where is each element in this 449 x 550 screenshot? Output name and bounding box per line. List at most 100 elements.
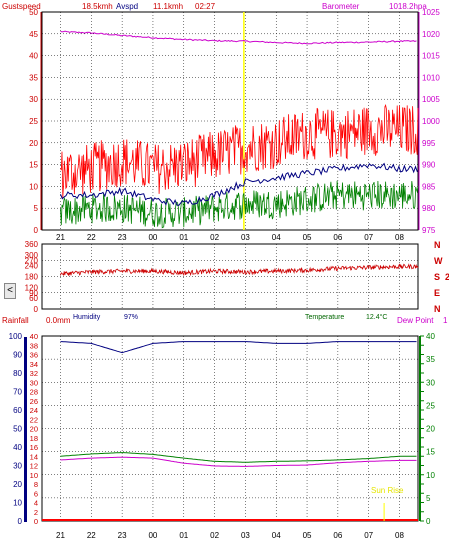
- temperature-value: 12.4°C: [366, 314, 388, 321]
- y-tick-left-temp: 8: [34, 480, 38, 489]
- dewpoint-label: Dew Point: [397, 316, 434, 325]
- wind-speed-chart: 0510152025303540455097598098599099510001…: [29, 8, 440, 242]
- y-tick-left: 50: [29, 8, 38, 17]
- x-tick-bottom: 00: [148, 531, 157, 540]
- y-tick-right-temp: 35: [426, 355, 435, 364]
- y-tick-right-temp: 30: [426, 378, 435, 387]
- y-tick-left-temp: 20: [30, 425, 38, 434]
- y-tick-right-temp: 40: [426, 332, 435, 341]
- x-tick-bottom: 03: [241, 531, 250, 540]
- y-tick-direction: 240: [25, 262, 39, 271]
- y-tick-humidity: 60: [13, 406, 22, 415]
- barometer-line: [60, 30, 417, 45]
- cardinal-n-bottom: N: [434, 304, 441, 314]
- x-tick: 07: [364, 233, 373, 242]
- temp-plot-frame: [41, 335, 419, 522]
- y-tick-left-temp: 6: [34, 489, 38, 498]
- cardinal-extra: 2: [445, 272, 449, 282]
- x-tick-bottom: 21: [56, 531, 65, 540]
- wind-min-line: [60, 180, 419, 229]
- y-tick-right-temp: 15: [426, 448, 435, 457]
- x-tick: 23: [118, 233, 127, 242]
- avg-label: Avspd: [116, 2, 139, 11]
- y-tick-left: 20: [29, 139, 38, 148]
- cardinal-s: S: [434, 272, 441, 282]
- y-tick-right-temp: 20: [426, 425, 435, 434]
- humidity-line: [60, 341, 417, 354]
- y-tick-humidity: 50: [13, 425, 22, 434]
- y-tick-right-temp: 10: [426, 471, 435, 480]
- y-tick-right: 1005: [422, 95, 440, 104]
- cardinal-w: W: [434, 256, 443, 266]
- cardinal-n-top: N: [434, 240, 441, 250]
- y-tick-right: 995: [422, 139, 436, 148]
- barometer-value: 1018.2hpa: [389, 2, 427, 11]
- y-tick-left: 30: [29, 95, 38, 104]
- sunrise-label: Sun Rise: [371, 486, 404, 495]
- time-value: 02:27: [195, 2, 216, 11]
- y-tick-direction: 120: [25, 283, 39, 292]
- x-tick-bottom: 01: [179, 531, 188, 540]
- y-tick-left-temp: 22: [30, 415, 38, 424]
- y-tick-direction: 300: [25, 251, 39, 260]
- x-tick-bottom: 08: [395, 531, 404, 540]
- x-tick: 02: [210, 233, 219, 242]
- gust-line: [60, 103, 419, 198]
- y-tick-right: 1010: [422, 73, 440, 82]
- y-tick-right: 980: [422, 204, 436, 213]
- y-tick-left-temp: 18: [30, 434, 38, 443]
- x-tick-bottom: 23: [118, 531, 127, 540]
- y-tick-left: 40: [29, 52, 38, 61]
- temp-humidity-chart: 0102030405060708090100024681012141618202…: [9, 332, 436, 540]
- y-tick-left-temp: 28: [30, 388, 38, 397]
- dewpoint-value: 1: [443, 316, 448, 325]
- y-tick-right-temp: 5: [426, 494, 431, 503]
- dewpoint-line: [60, 456, 417, 467]
- gust-value: 18.5kmh: [82, 2, 113, 11]
- y-tick-direction: 0: [34, 305, 39, 314]
- x-tick: 05: [303, 233, 312, 242]
- y-tick-left-temp: 38: [30, 341, 38, 350]
- y-tick-left: 15: [29, 161, 38, 170]
- y-tick-humidity: 70: [13, 388, 22, 397]
- x-tick-bottom: 02: [210, 531, 219, 540]
- y-tick-left-temp: 0: [34, 517, 38, 526]
- x-tick-bottom: 05: [303, 531, 312, 540]
- y-tick-left-temp: 24: [30, 406, 38, 415]
- temperature-label: Temperature: [305, 314, 345, 321]
- x-tick: 04: [272, 233, 281, 242]
- y-tick-right: 1000: [422, 117, 440, 126]
- y-tick-left-temp: 32: [30, 369, 38, 378]
- y-tick-left: 25: [29, 117, 38, 126]
- x-tick: 01: [179, 233, 188, 242]
- y-tick-humidity: 40: [13, 443, 22, 452]
- y-tick-left: 0: [34, 226, 39, 235]
- y-tick-left-temp: 16: [30, 443, 38, 452]
- y-tick-right: 1020: [422, 30, 440, 39]
- y-tick-right-temp: 25: [426, 401, 435, 410]
- y-tick-left-temp: 10: [30, 471, 38, 480]
- rainfall-value: 0.0mm: [46, 316, 71, 325]
- humidity-label: Humidity: [73, 314, 101, 321]
- x-tick-bottom: 06: [333, 531, 342, 540]
- y-tick-left-temp: 4: [34, 499, 38, 508]
- scroll-left-button[interactable]: <: [4, 283, 16, 299]
- y-tick-left-temp: 36: [30, 351, 38, 360]
- y-tick-humidity: 90: [13, 351, 22, 360]
- x-tick: 06: [333, 233, 342, 242]
- y-tick-left: 35: [29, 73, 38, 82]
- gust-label: Gustspeed: [2, 2, 41, 11]
- y-tick-humidity: 30: [13, 462, 22, 471]
- y-tick-left-temp: 2: [34, 508, 38, 517]
- y-tick-direction: 60: [29, 294, 38, 303]
- y-tick-humidity: 10: [13, 499, 22, 508]
- y-tick-left: 10: [29, 182, 38, 191]
- y-tick-left-temp: 14: [30, 452, 38, 461]
- avg-value: 11.1kmh: [153, 2, 184, 11]
- y-tick-direction: 270: [25, 256, 39, 265]
- x-tick-bottom: 04: [272, 531, 281, 540]
- y-tick-direction: 90: [29, 289, 38, 298]
